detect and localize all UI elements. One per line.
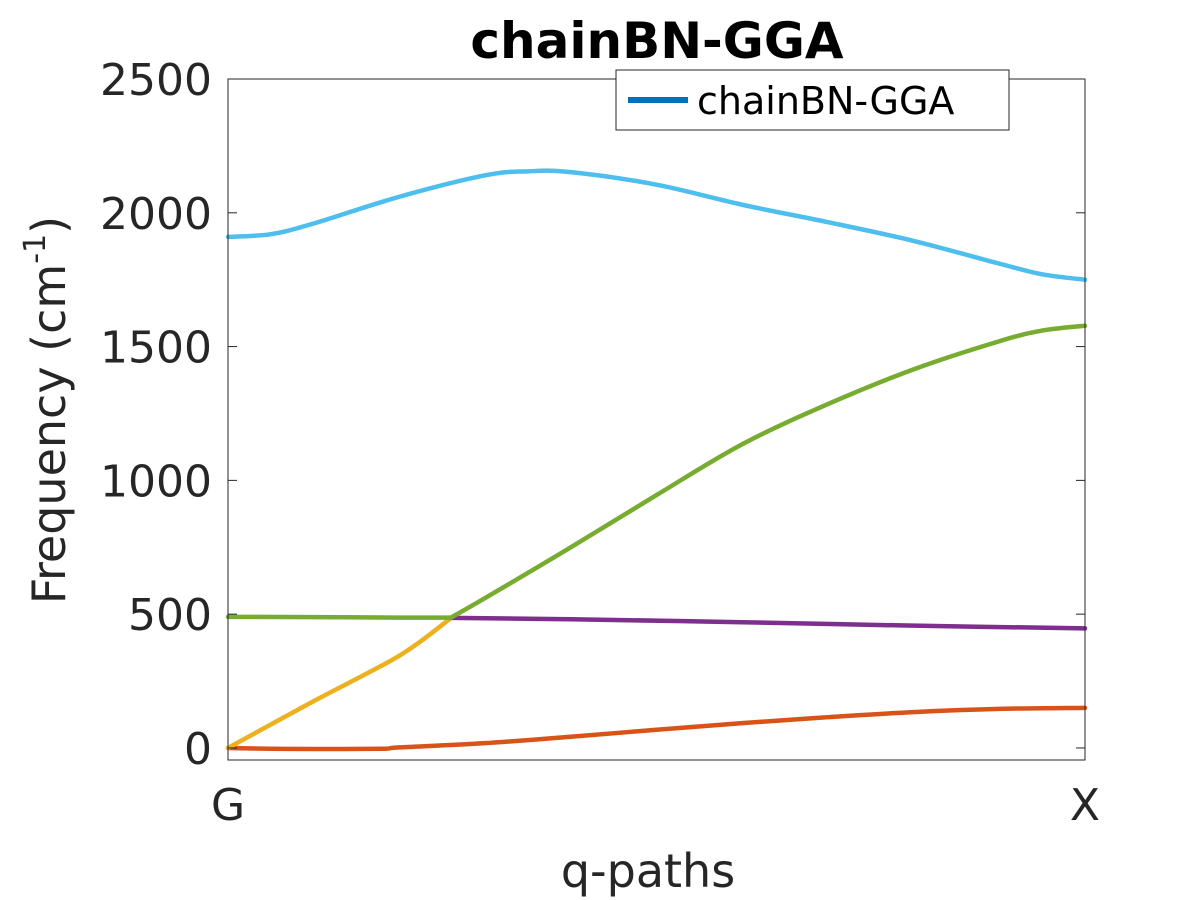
- series-line-2: [225, 615, 454, 751]
- chart-title: chainBN-GGA: [470, 12, 843, 70]
- series-line-6: [225, 168, 1088, 282]
- series-line-4: [225, 614, 454, 620]
- y-tick-label: 1000: [100, 456, 212, 507]
- legend-label: chainBN-GGA: [697, 79, 954, 123]
- y-axis-label-close: ): [22, 216, 76, 234]
- y-axis-label-main: Frequency (cm: [22, 264, 76, 604]
- y-axis-label: Frequency (cm-1): [18, 216, 76, 604]
- series-line-1: [225, 705, 1088, 752]
- y-tick-label: 500: [128, 590, 212, 641]
- y-tick-label: 0: [184, 724, 212, 775]
- x-tick-label: X: [1070, 780, 1100, 831]
- x-axis-label: q-paths: [561, 844, 735, 898]
- y-axis-label-superscript: -1: [18, 234, 53, 264]
- series-line-5: [448, 323, 1088, 620]
- y-tick-label: 1500: [100, 323, 212, 374]
- tick-layer: 0 500 1000 1500 2000 2500 G X: [100, 55, 1100, 831]
- legend: chainBN-GGA: [615, 69, 1010, 131]
- y-tick-label: 2500: [100, 55, 212, 106]
- plot-area: [228, 79, 1085, 760]
- series-layer: [225, 168, 1088, 752]
- series-line-3: [448, 615, 1088, 631]
- x-tick-label: G: [211, 780, 245, 831]
- y-tick-label: 2000: [100, 189, 212, 240]
